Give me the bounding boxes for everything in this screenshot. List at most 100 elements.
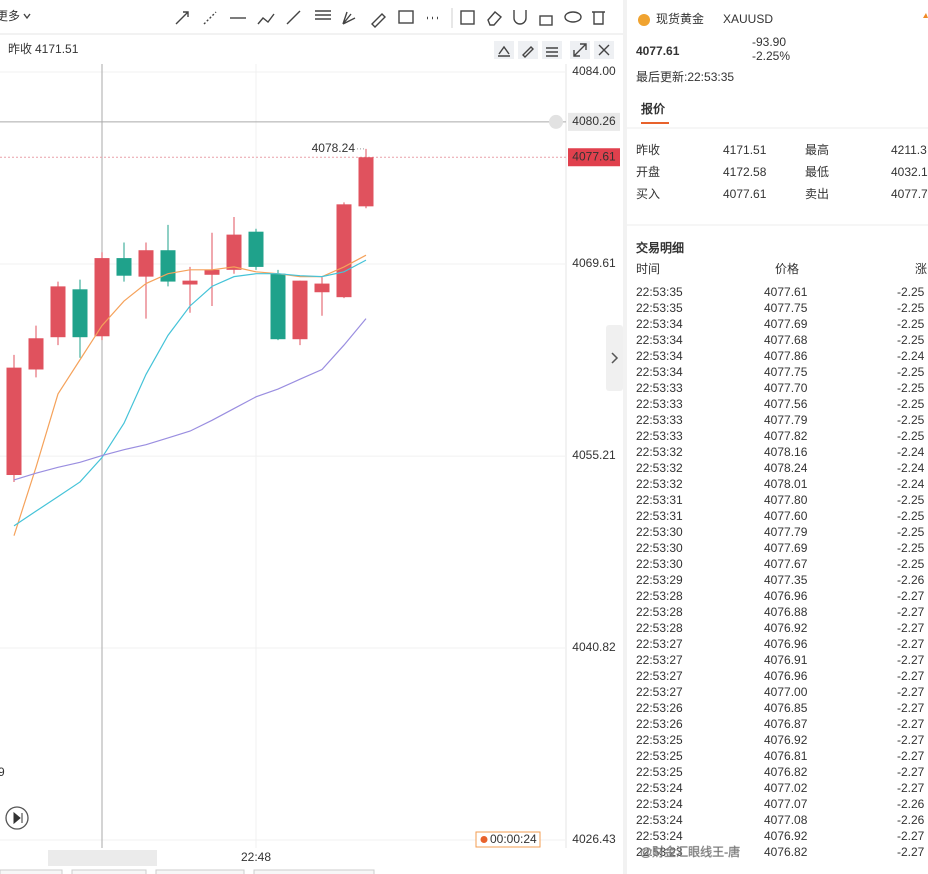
plot: 4084.00 4069.61 4055.21 4040.82 4026.43 22:48… xyxy=(0,64,620,864)
quote-label: 昨收 xyxy=(636,143,660,157)
tool-fullscreen[interactable] xyxy=(573,43,587,57)
trade-cell: 22:53:26 xyxy=(636,701,683,715)
tool-eraser[interactable] xyxy=(487,11,502,26)
trade-cell: -2.27 xyxy=(897,621,925,635)
alert-bell xyxy=(549,114,563,129)
trade-cell: -2.25 xyxy=(897,333,925,347)
tool-fan[interactable] xyxy=(342,11,356,25)
trade-cell: -2.27 xyxy=(897,749,925,763)
trade-cell: -2.25 xyxy=(897,317,925,331)
collapse-button[interactable] xyxy=(606,325,623,391)
tab-underline xyxy=(641,122,669,124)
tool-close[interactable] xyxy=(598,44,610,56)
trade-cell: 4077.69 xyxy=(764,317,808,331)
trade-cell: -2.27 xyxy=(897,701,925,715)
trade-cell: 22:53:28 xyxy=(636,605,683,619)
trade-cell: 22:53:24 xyxy=(636,829,683,843)
trade-cell: -2.25 xyxy=(897,525,925,539)
trade-cell: 22:53:24 xyxy=(636,813,683,827)
quote-label: 卖出 xyxy=(805,187,829,201)
candle-body xyxy=(182,280,198,285)
tool-pen[interactable] xyxy=(371,13,386,28)
blur-box xyxy=(48,850,157,866)
trade-cell: 4077.07 xyxy=(764,797,808,811)
dropdown-arrow[interactable] xyxy=(23,13,31,20)
tool-polyline[interactable] xyxy=(257,13,275,25)
trade-cell: -2.26 xyxy=(897,797,925,811)
tool-edit[interactable] xyxy=(460,10,475,25)
trade-cell: 4077.79 xyxy=(764,413,808,427)
tool-delete[interactable] xyxy=(592,11,605,25)
trade-cell: 22:53:33 xyxy=(636,413,683,427)
trade-cell: -2.27 xyxy=(897,589,925,603)
tool-segment[interactable] xyxy=(286,10,301,25)
toolbar xyxy=(0,8,624,59)
trade-cell: 22:53:29 xyxy=(636,573,683,587)
trade-cell: 4078.01 xyxy=(764,477,808,491)
trade-cell: 4077.80 xyxy=(764,493,808,507)
trade-cell: 4077.75 xyxy=(764,365,808,379)
tool-layers[interactable] xyxy=(546,47,558,57)
trade-cell: 4078.24 xyxy=(764,461,808,475)
trade-cell: -2.27 xyxy=(897,669,925,683)
tool-magnet[interactable] xyxy=(513,10,527,25)
trade-cell: -2.25 xyxy=(897,285,925,299)
countdown: 00:00:24 xyxy=(490,832,537,846)
trade-cell: 22:53:31 xyxy=(636,509,683,523)
trade-cell: -2.27 xyxy=(897,733,925,747)
candle-body xyxy=(6,367,22,476)
favorite-star[interactable] xyxy=(923,13,928,18)
trade-cell: -2.27 xyxy=(897,765,925,779)
tool-lock[interactable] xyxy=(539,15,553,26)
quote-tab[interactable]: 报价 xyxy=(641,101,666,116)
trade-cell: 4076.96 xyxy=(764,637,808,651)
trade-cell: 4077.08 xyxy=(764,813,808,827)
last-price-label: 4077.61 xyxy=(572,149,616,163)
trade-cell: -2.24 xyxy=(897,445,925,459)
trade-cell: -2.25 xyxy=(897,557,925,571)
quote-label: 开盘 xyxy=(636,164,660,179)
last-price-box xyxy=(568,148,620,167)
trade-cell: 4077.79 xyxy=(764,525,808,539)
y-tick-label: 4026.43 xyxy=(572,832,616,846)
tool-ray[interactable] xyxy=(203,11,217,25)
tool-draw[interactable] xyxy=(522,46,534,58)
trades-header: 时间 xyxy=(636,262,660,276)
trade-cell: -2.27 xyxy=(897,605,925,619)
trade-cell: 22:53:27 xyxy=(636,685,683,699)
trade-cell: 4076.82 xyxy=(764,765,808,779)
countdown-icon xyxy=(480,836,488,843)
moving-average xyxy=(13,259,367,527)
candle-body xyxy=(28,338,44,370)
crosshair-label-box xyxy=(568,112,620,131)
candle-body xyxy=(314,283,330,293)
candle-body xyxy=(94,258,110,337)
trade-cell: 22:53:34 xyxy=(636,317,683,331)
tool-fib[interactable] xyxy=(315,10,331,20)
tool-settings[interactable] xyxy=(498,45,510,57)
quote-value: 4032.1 xyxy=(891,165,928,179)
trade-cell: 22:53:34 xyxy=(636,349,683,363)
trade-cell: -2.27 xyxy=(897,829,925,843)
last-price: 4077.61 xyxy=(636,44,680,58)
candle-body xyxy=(138,250,154,277)
trade-cell: -2.25 xyxy=(897,381,925,395)
gold-icon xyxy=(638,14,650,26)
last-updated: 最后更新:22:53:35 xyxy=(636,69,734,84)
tool-image[interactable] xyxy=(398,10,414,24)
tool-eye[interactable] xyxy=(564,11,582,23)
quote-label: 最低 xyxy=(805,165,829,179)
trade-cell: 4077.75 xyxy=(764,301,808,315)
quote-label: 最高 xyxy=(805,142,829,157)
trade-cell: 4076.91 xyxy=(764,653,808,667)
trade-cell: 22:53:28 xyxy=(636,589,683,603)
trade-cell: 4076.92 xyxy=(764,733,808,747)
replay-icon xyxy=(13,811,23,825)
trade-cell: 22:53:32 xyxy=(636,461,683,475)
trade-cell: -2.27 xyxy=(897,717,925,731)
instrument-symbol: XAUUSD xyxy=(723,12,773,26)
more-menu[interactable]: 更多 xyxy=(0,9,20,23)
candle-body xyxy=(270,273,286,340)
tool-arrow[interactable] xyxy=(175,11,189,25)
candle-body xyxy=(226,234,242,270)
